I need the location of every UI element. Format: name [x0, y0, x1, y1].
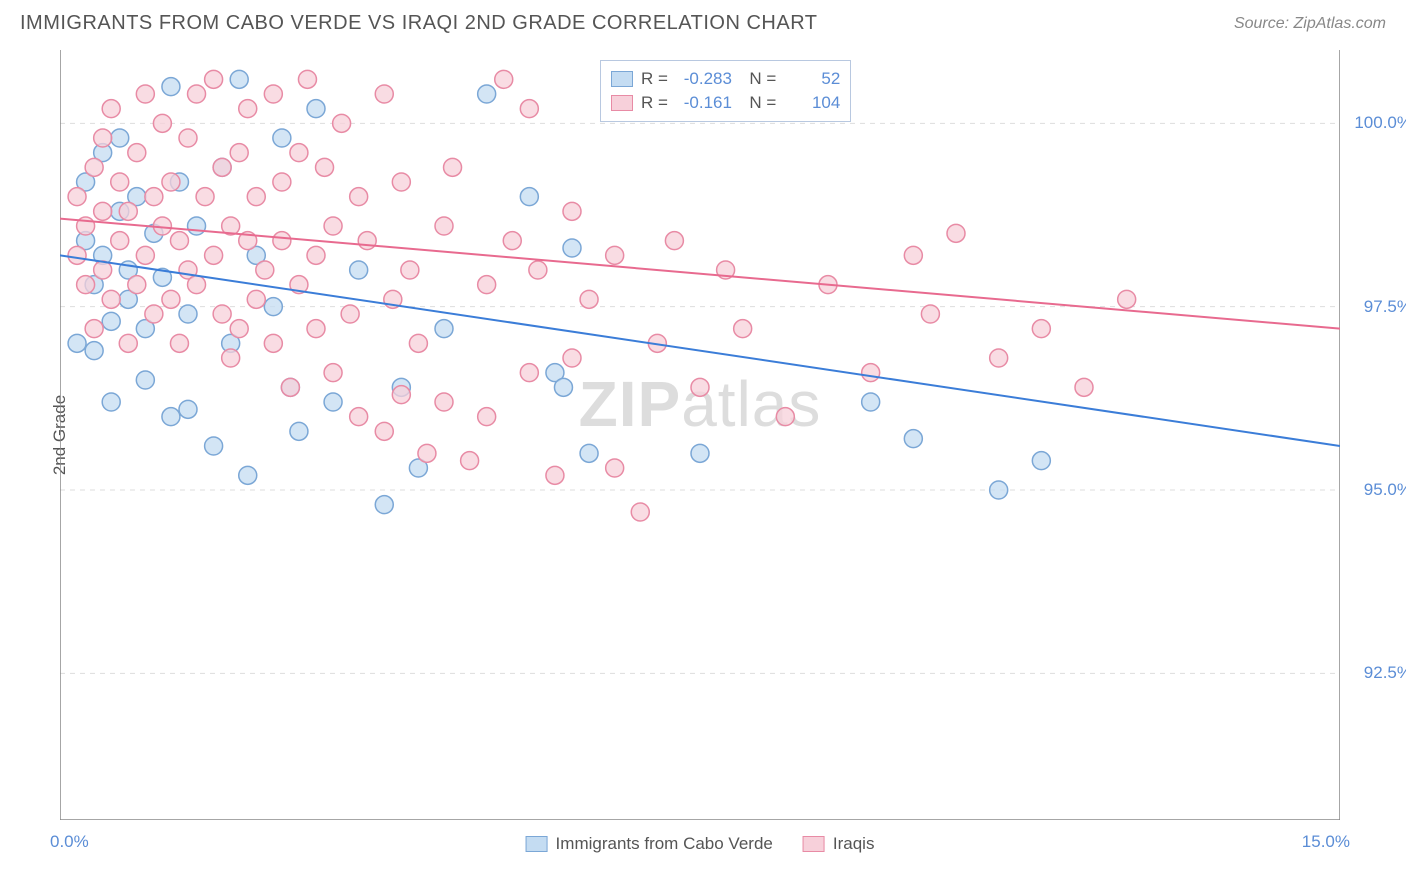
y-tick-label: 97.5% [1364, 297, 1406, 317]
correlation-legend-box: R = -0.283 N = 52 R = -0.161 N = 104 [600, 60, 851, 122]
legend-n-value: 104 [784, 93, 840, 113]
legend-swatch [526, 836, 548, 852]
y-tick-label: 95.0% [1364, 480, 1406, 500]
bottom-legend-item: Immigrants from Cabo Verde [526, 834, 773, 854]
source-attribution: Source: ZipAtlas.com [1234, 15, 1386, 33]
legend-row: R = -0.161 N = 104 [611, 91, 840, 115]
legend-n-label: N = [740, 93, 776, 113]
chart-title: IMMIGRANTS FROM CABO VERDE VS IRAQI 2ND … [20, 12, 818, 35]
legend-n-label: N = [740, 69, 776, 89]
bottom-legend-label: Iraqis [833, 834, 875, 854]
legend-r-label: R = [641, 69, 668, 89]
legend-swatch [611, 71, 633, 87]
y-tick-label: 92.5% [1364, 663, 1406, 683]
x-tick-label-left: 0.0% [50, 832, 89, 852]
legend-r-value: -0.161 [676, 93, 732, 113]
chart-area: 2nd Grade ZIPatlas R =-0.283 N =52R =-0.… [60, 50, 1340, 820]
bottom-legend-label: Immigrants from Cabo Verde [556, 834, 773, 854]
legend-swatch [803, 836, 825, 852]
legend-swatch [611, 95, 633, 111]
x-tick-label-right: 15.0% [1302, 832, 1350, 852]
legend-r-label: R = [641, 93, 668, 113]
header: IMMIGRANTS FROM CABO VERDE VS IRAQI 2ND … [0, 0, 1406, 35]
y-tick-label: 100.0% [1354, 113, 1406, 133]
scatter-plot [60, 50, 1340, 820]
legend-n-value: 52 [784, 69, 840, 89]
series-legend: Immigrants from Cabo Verde Iraqis [526, 834, 875, 854]
legend-row: R = -0.283 N = 52 [611, 67, 840, 91]
bottom-legend-item: Iraqis [803, 834, 875, 854]
legend-r-value: -0.283 [676, 69, 732, 89]
